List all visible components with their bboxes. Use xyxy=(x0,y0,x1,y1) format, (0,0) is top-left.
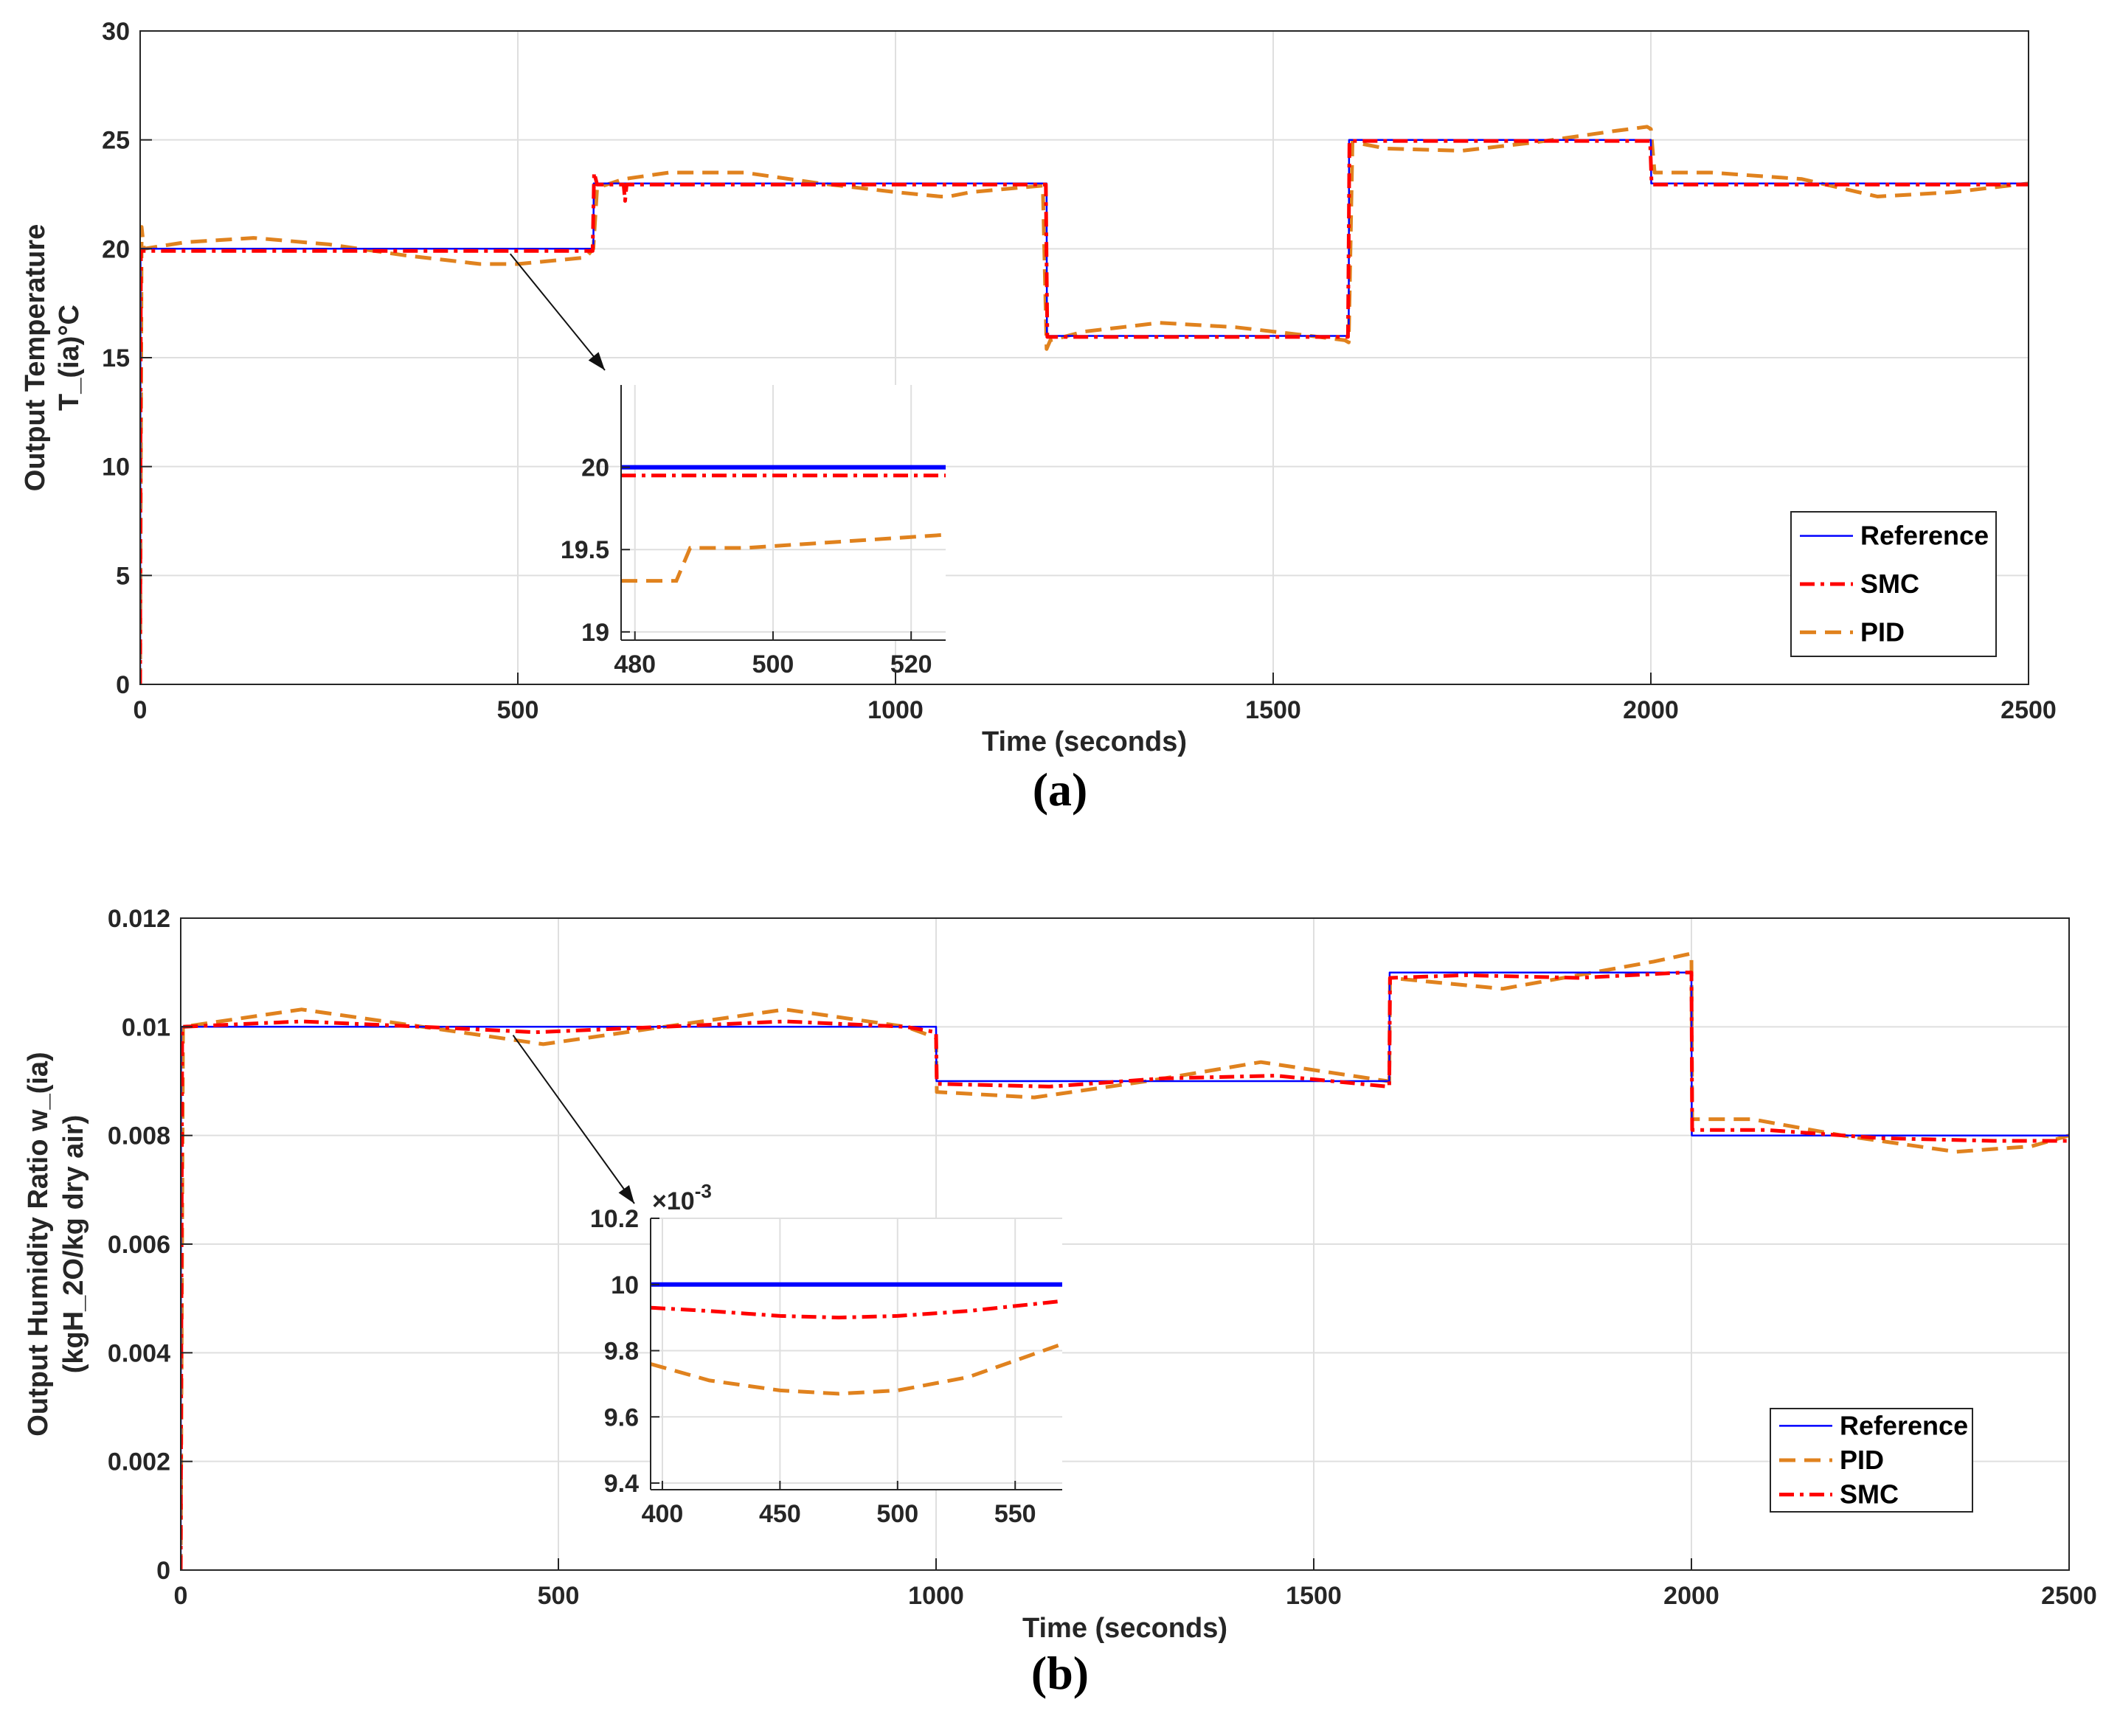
y-axis-label: T_(ia)°C xyxy=(54,305,85,411)
inset-x-tick-label: 520 xyxy=(890,650,932,678)
legend-label-reference: Reference xyxy=(1840,1410,1968,1440)
zoom-arrow-line xyxy=(512,1035,635,1204)
x-tick-label: 1500 xyxy=(1245,696,1301,724)
x-tick-label: 500 xyxy=(497,696,539,724)
series-pid-line xyxy=(140,125,2029,684)
inset-y-tick-label: 20 xyxy=(581,454,609,482)
y-tick-label: 0.012 xyxy=(108,905,170,933)
inset-multiplier-base: ×10 xyxy=(652,1187,695,1215)
panel-label: (a) xyxy=(1033,763,1088,816)
zoom-arrow-line xyxy=(509,253,606,371)
x-tick-label: 2500 xyxy=(2001,696,2057,724)
inset-x-tick-label: 480 xyxy=(614,650,656,678)
series-smc-line xyxy=(181,971,2069,1570)
y-axis-label: Output Humidity Ratio w_(ia) xyxy=(23,1052,54,1436)
x-tick-label: 2000 xyxy=(1623,696,1679,724)
legend-label-smc: SMC xyxy=(1860,569,1919,599)
x-tick-label: 0 xyxy=(174,1582,188,1610)
inset-x-tick-label: 500 xyxy=(752,650,794,678)
inset-y-tick-label: 9.4 xyxy=(604,1470,639,1498)
x-tick-label: 500 xyxy=(538,1582,580,1610)
legend-label-reference: Reference xyxy=(1860,521,1989,551)
legend-label-pid: PID xyxy=(1860,617,1905,647)
y-tick-label: 0 xyxy=(116,671,130,699)
y-tick-label: 0.01 xyxy=(122,1013,170,1041)
y-tick-label: 10 xyxy=(102,454,130,482)
x-tick-label: 1000 xyxy=(867,696,924,724)
x-tick-label: 0 xyxy=(134,696,148,724)
y-tick-label: 25 xyxy=(102,127,130,155)
inset-multiplier-exponent: -3 xyxy=(695,1180,712,1202)
y-tick-label: 30 xyxy=(102,18,130,46)
series-pid-line xyxy=(181,951,2069,1570)
panel-label: (b) xyxy=(1031,1647,1089,1699)
chart-panel-a: 0 500 1000 1500 2000 2500 0 5 10 15 20 25 30 Time (se… xyxy=(20,18,2057,816)
y-tick-label: 0.008 xyxy=(108,1122,170,1150)
chart-panel-b: 0 500 1000 1500 2000 2500 0 0.002 0.004 0.006 0.00… xyxy=(23,905,2097,1699)
legend-label-pid: PID xyxy=(1840,1445,1884,1475)
y-tick-label: 0.002 xyxy=(108,1448,170,1476)
inset-series-pid-line xyxy=(621,532,946,583)
x-tick-label: 1500 xyxy=(1286,1582,1342,1610)
y-tick-label: 5 xyxy=(116,562,130,590)
y-tick-label: 20 xyxy=(102,235,130,263)
legend-label-smc: SMC xyxy=(1840,1479,1899,1510)
inset-x-tick-label: 500 xyxy=(876,1500,918,1528)
inset-plot-area xyxy=(621,385,946,640)
inset-y-tick-label: 9.6 xyxy=(604,1403,639,1431)
y-tick-label: 15 xyxy=(102,344,130,372)
y-tick-label: 0.004 xyxy=(108,1339,170,1367)
inset-y-tick-label: 19 xyxy=(581,619,609,647)
inset-y-tick-label: 9.8 xyxy=(604,1338,639,1366)
x-tick-label: 1000 xyxy=(908,1582,964,1610)
inset-plot-area xyxy=(651,1218,1062,1490)
series-smc-line xyxy=(140,139,2029,684)
inset-x-tick-label: 450 xyxy=(759,1500,801,1528)
y-axis-label: Output Temperature xyxy=(20,224,51,491)
inset-series-pid-line xyxy=(651,1342,1062,1396)
inset-y-tick-label: 19.5 xyxy=(561,536,609,564)
y-tick-label: 0 xyxy=(156,1557,170,1585)
x-axis-label: Time (seconds) xyxy=(982,726,1187,757)
x-axis-label: Time (seconds) xyxy=(1022,1613,1227,1644)
inset-y-tick-label: 10 xyxy=(611,1271,639,1299)
inset-x-tick-label: 550 xyxy=(994,1500,1036,1528)
y-axis-label: (kgH_2O/kg dry air) xyxy=(58,1115,89,1374)
y-tick-label: 0.006 xyxy=(108,1231,170,1259)
inset-multiplier: ×10-3 xyxy=(652,1180,712,1215)
inset-y-tick-label: 10.2 xyxy=(590,1205,639,1233)
zoom-arrow-head xyxy=(588,352,605,370)
zoom-arrow-head xyxy=(618,1184,634,1204)
x-tick-label: 2500 xyxy=(2041,1582,2097,1610)
inset-x-tick-label: 400 xyxy=(642,1500,684,1528)
x-tick-label: 2000 xyxy=(1663,1582,1719,1610)
inset-series-smc-line xyxy=(651,1299,1062,1320)
